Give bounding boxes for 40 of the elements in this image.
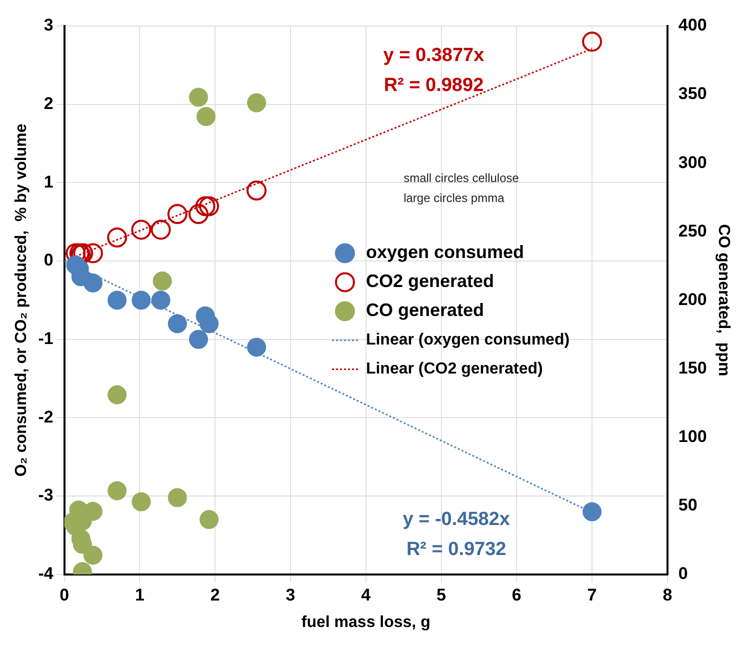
y-tick-label: 1 [44, 172, 54, 192]
legend-label: Linear (oxygen consumed) [366, 332, 570, 349]
y2-tick-label: 0 [678, 564, 688, 584]
annotation: y = 0.3877x [383, 45, 485, 66]
x-tick-label: 4 [361, 585, 372, 604]
y-tick-label: 0 [44, 250, 54, 270]
y-tick-label: -1 [38, 329, 54, 348]
y2-tick-label: 100 [678, 426, 707, 446]
x-tick-label: 2 [210, 585, 220, 604]
y-tick-label: -4 [38, 564, 54, 584]
x-tick-label: 3 [286, 585, 296, 604]
x-axis-title: fuel mass loss, g [301, 614, 430, 631]
y2-tick-label: 400 [678, 16, 707, 35]
legend-label: Linear (CO2 generated) [366, 360, 543, 378]
x-tick-label: 6 [512, 585, 522, 604]
annotation: small circles cellulose [404, 171, 520, 186]
x-tick-label: 0 [60, 585, 70, 604]
x-tick-label: 7 [587, 585, 597, 604]
y-tick-label: 3 [44, 16, 54, 35]
y2-tick-label: 200 [678, 290, 707, 309]
x-tick-label: 8 [662, 585, 672, 604]
y-tick-label: 2 [44, 94, 54, 114]
y2-tick-label: 50 [678, 496, 698, 515]
y2-tick-label: 150 [678, 358, 707, 378]
y2-tick-label: 350 [678, 84, 707, 104]
y2-tick-label: 300 [678, 152, 707, 172]
y-tick-label: -2 [38, 407, 54, 426]
x-tick-label: 1 [134, 585, 144, 604]
y-tick-label: -3 [38, 486, 54, 505]
y2-axis-title: CO generated, ppm [714, 224, 732, 376]
y2-tick-label: 250 [678, 221, 707, 240]
y-axis-title: O₂ consumed, or CO₂ produced, % by volume [13, 124, 30, 477]
x-tick-label: 5 [436, 585, 446, 604]
annotation: R² = 0.9732 [406, 538, 506, 560]
annotation: large circles pmma [404, 191, 505, 206]
legend-label: oxygen consumed [366, 242, 524, 262]
legend-label: CO generated [366, 300, 484, 320]
annotation: y = -0.4582x [402, 508, 510, 530]
annotation: R² = 0.9892 [384, 75, 484, 96]
legend-label: CO2 generated [366, 271, 494, 292]
